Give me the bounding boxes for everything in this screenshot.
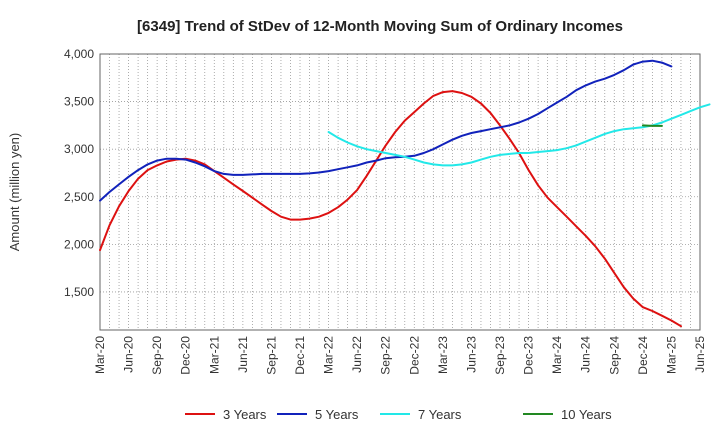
x-tick-label: Mar-20 <box>93 336 107 374</box>
x-tick-label: Mar-25 <box>664 336 678 374</box>
y-axis-label: Amount (million yen) <box>7 133 22 252</box>
x-tick-label: Jun-25 <box>693 336 707 373</box>
x-tick-label: Mar-21 <box>207 336 221 374</box>
y-tick-label: 3,500 <box>64 95 94 109</box>
x-tick-label: Jun-24 <box>579 336 593 373</box>
x-tick-label: Sep-22 <box>379 336 393 375</box>
x-tick-label: Sep-20 <box>150 336 164 375</box>
y-tick-label: 1,500 <box>64 285 94 299</box>
legend-label: 10 Years <box>561 407 612 422</box>
plot-area <box>99 53 701 331</box>
series-line-3-years <box>99 90 682 328</box>
x-tick-label: Mar-23 <box>436 336 450 374</box>
series-line-5-years <box>99 59 673 202</box>
legend-label: 5 Years <box>315 407 359 422</box>
x-axis: Mar-20 Jun-20 Sep-20 Dec-20 Mar-21 Jun-21 Sep-… <box>93 336 707 375</box>
x-tick-label: Sep-23 <box>493 336 507 375</box>
legend-label: 3 Years <box>223 407 267 422</box>
x-tick-label: Dec-22 <box>407 336 421 375</box>
x-tick-label: Dec-21 <box>293 336 307 375</box>
grid <box>100 54 700 330</box>
series-lines <box>99 59 711 328</box>
y-axis: 1,500 2,000 2,500 3,000 3,500 4,000 <box>64 47 94 299</box>
x-tick-label: Dec-24 <box>636 336 650 375</box>
x-tick-label: Sep-24 <box>607 336 621 375</box>
legend-label: 7 Years <box>418 407 462 422</box>
x-tick-label: Dec-23 <box>522 336 536 375</box>
x-tick-label: Mar-24 <box>550 336 564 374</box>
y-tick-label: 4,000 <box>64 47 94 61</box>
x-tick-label: Jun-21 <box>236 336 250 373</box>
x-tick-label: Mar-22 <box>322 336 336 374</box>
x-tick-label: Dec-20 <box>179 336 193 375</box>
y-tick-label: 2,500 <box>64 190 94 204</box>
series-line-7-years <box>327 103 711 167</box>
x-tick-label: Jun-20 <box>122 336 136 373</box>
x-tick-label: Sep-21 <box>264 336 278 375</box>
y-tick-label: 3,000 <box>64 142 94 156</box>
x-tick-label: Jun-23 <box>464 336 478 373</box>
legend: 3 Years 5 Years 7 Years 10 Years <box>185 407 612 422</box>
chart-title: [6349] Trend of StDev of 12-Month Moving… <box>137 18 623 35</box>
x-tick-label: Jun-22 <box>350 336 364 373</box>
y-tick-label: 2,000 <box>64 237 94 251</box>
series-line-10-years <box>641 124 663 127</box>
